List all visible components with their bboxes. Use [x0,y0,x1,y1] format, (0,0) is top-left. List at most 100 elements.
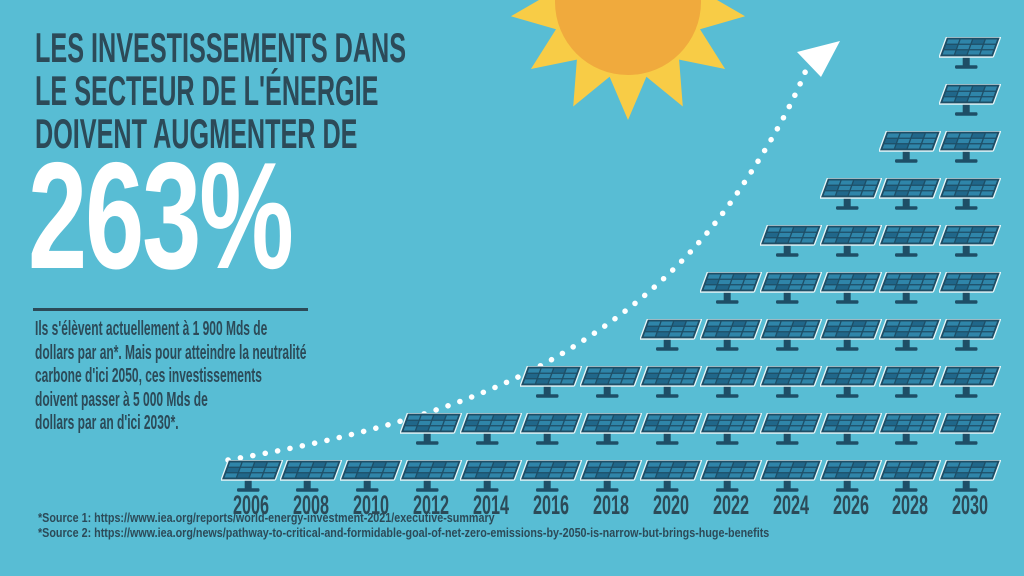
panel-stack [699,257,762,492]
big-percentage: 263% [28,131,294,301]
solar-panel-icon [819,272,882,304]
year-label: 2006 [233,490,270,520]
year-label: 2030 [952,490,989,520]
panel-stack [879,116,942,492]
solar-panel-icon [879,319,942,351]
solar-panel-icon [699,272,762,304]
solar-panel-icon [759,319,822,351]
panel-stack [579,351,642,492]
chart-column: 2024 [759,210,822,520]
solar-panel-icon [819,319,882,351]
solar-panel-icon [220,460,283,492]
headline-line-3: DOIVENT AUGMENTER DE [35,110,358,157]
year-label: 2008 [293,490,330,520]
solar-panel-icon [879,272,942,304]
description-line-5: dollars par an d'ici 2030*. [35,412,179,434]
panel-stack [639,304,702,492]
solar-panel-icon [819,413,882,445]
panel-stack [939,22,1002,492]
panel-stack [819,163,882,492]
chart-column: 2010 [340,445,403,520]
solar-panel-icon [699,366,762,398]
solar-panel-icon [819,225,882,257]
solar-panel-icon [520,460,583,492]
year-label: 2026 [832,490,869,520]
solar-panel-icon [879,225,942,257]
solar-panel-icon [879,131,942,163]
solar-panel-icon [939,413,1002,445]
chart-column: 2022 [699,257,762,520]
solar-panel-icon [939,178,1002,210]
description-line-1: Ils s'élèvent actuellement à 1 900 Mds d… [35,318,268,340]
year-label: 2014 [473,490,510,520]
solar-panel-icon [939,366,1002,398]
solar-panel-icon [879,366,942,398]
panel-stack [220,445,283,492]
solar-panel-icon [939,460,1002,492]
chart-column: 2030 [939,22,1002,520]
solar-panel-icon [939,84,1002,116]
year-label: 2012 [413,490,450,520]
solar-panel-icon [759,225,822,257]
solar-panel-icon [579,366,642,398]
solar-panel-icon [280,460,343,492]
solar-panel-icon [639,460,702,492]
solar-panel-icon [879,460,942,492]
solar-panel-icon [639,319,702,351]
year-label: 2022 [712,490,749,520]
solar-panel-icon [819,460,882,492]
solar-panel-icon [579,460,642,492]
solar-panel-icon [639,413,702,445]
chart-column: 2016 [520,351,583,520]
solar-panel-icon [759,413,822,445]
footnote-source-1: *Source 1: https://www.iea.org/reports/w… [38,511,495,525]
chart-column: 2012 [400,398,463,520]
solar-panel-icon [939,319,1002,351]
solar-panel-icon [579,413,642,445]
chart-column: 2018 [579,351,642,520]
description-text: Ils s'élèvent actuellement à 1 900 Mds d… [35,318,306,436]
solar-panel-icon [759,272,822,304]
footnote-source-2: *Source 2: https://www.iea.org/news/path… [38,526,770,540]
year-label: 2018 [592,490,629,520]
description-line-3: carbone d'ici 2050, ces investissements [35,365,262,387]
solar-panel-icon [759,460,822,492]
solar-panel-icon [879,178,942,210]
description-line-4: doivent passer à 5 000 Mds de [35,388,208,411]
panel-stack [280,445,343,492]
chart-column: 2020 [639,304,702,520]
headline: LES INVESTISSEMENTS DANS LE SECTEUR DE L… [35,26,406,155]
year-label: 2024 [772,490,809,520]
panel-stack [520,351,583,492]
solar-panel-icon [939,37,1002,69]
chart-column: 2028 [879,116,942,520]
footnotes: *Source 1: https://www.iea.org/reports/w… [38,511,769,541]
year-label: 2028 [892,490,929,520]
solar-panel-icon [939,131,1002,163]
solar-panel-icon [759,366,822,398]
year-label: 2020 [652,490,689,520]
solar-panel-icon [879,413,942,445]
solar-panel-icon [699,319,762,351]
headline-line-1: LES INVESTISSEMENTS DANS [35,24,407,71]
panel-stack [340,445,403,492]
solar-panel-icon [939,225,1002,257]
year-label: 2016 [533,490,570,520]
solar-panel-icon [520,413,583,445]
chart-columns: 2006 2008 [220,22,1002,520]
solar-panel-icon [819,178,882,210]
chart-column: 2008 [280,445,343,520]
solar-panel-icon [819,366,882,398]
panel-stack [759,210,822,492]
solar-panel-icon [639,366,702,398]
solar-panel-icon [340,460,403,492]
description-line-2: dollars par an*. Mais pour atteindre la … [35,341,307,364]
solar-panel-icon [520,366,583,398]
year-label: 2010 [353,490,390,520]
headline-line-2: LE SECTEUR DE L'ÉNERGIE [35,67,379,114]
chart-column: 2026 [819,163,882,520]
solar-panel-icon [400,413,463,445]
panel-stack [400,398,463,492]
divider-line [33,308,308,311]
